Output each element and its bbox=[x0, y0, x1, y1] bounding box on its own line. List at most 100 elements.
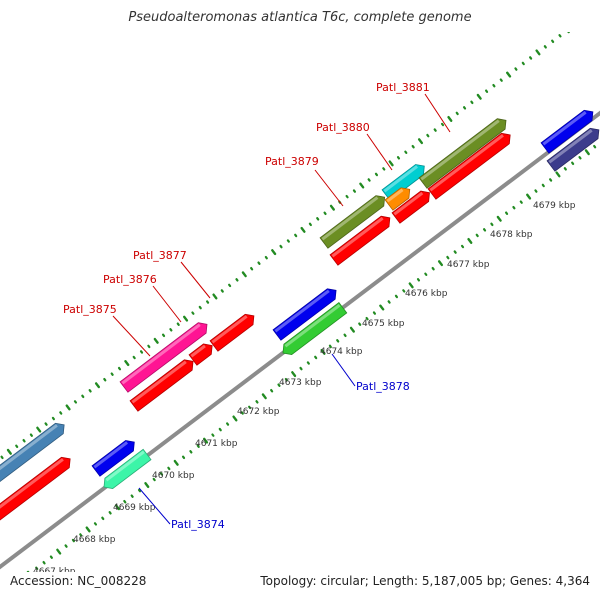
gene-feature[interactable] bbox=[119, 319, 211, 393]
ruler-tick bbox=[51, 416, 55, 421]
kbp-tick-label: 4670 kbp bbox=[152, 471, 195, 481]
gene-feature[interactable] bbox=[129, 356, 197, 412]
kbp-tick-label: 4676 kbp bbox=[405, 289, 448, 299]
ruler-tick bbox=[6, 448, 12, 455]
ruler-tick bbox=[110, 372, 114, 376]
gene-label[interactable]: Patl_3878 bbox=[356, 380, 410, 393]
ruler-tick bbox=[543, 45, 547, 49]
genome-title: Pseudoalteromonas atlantica T6c, complet… bbox=[128, 10, 472, 25]
gene-feature[interactable] bbox=[188, 340, 216, 366]
kbp-tick-label: 4677 kbp bbox=[447, 260, 490, 270]
ruler-tick bbox=[294, 233, 298, 238]
gene-label[interactable]: Patl_3874 bbox=[171, 518, 225, 531]
ruler-tick bbox=[308, 222, 312, 227]
ruler-tick bbox=[359, 182, 365, 189]
ruler-tick bbox=[279, 244, 283, 249]
ruler-tick bbox=[476, 93, 482, 100]
gene-feature[interactable] bbox=[100, 448, 152, 492]
ruler-tick bbox=[29, 433, 33, 437]
ruler-tick bbox=[555, 171, 561, 178]
ruler-tick bbox=[490, 222, 494, 227]
ruler-tick bbox=[81, 394, 85, 399]
gene-feature[interactable] bbox=[0, 454, 74, 536]
feature-layer bbox=[0, 107, 600, 536]
kbp-tick-label: 4667 kbp bbox=[33, 567, 76, 577]
ruler-tick bbox=[291, 371, 297, 378]
ruler-tick bbox=[529, 56, 533, 60]
gene-label[interactable]: Patl_3879 bbox=[265, 155, 319, 168]
ruler-tick bbox=[558, 34, 562, 38]
ruler-tick bbox=[388, 160, 394, 167]
ruler-tick bbox=[79, 533, 83, 537]
ruler-tick bbox=[314, 355, 318, 360]
ruler-tick bbox=[130, 494, 134, 498]
ruler-tick bbox=[300, 226, 306, 233]
gene-feature[interactable] bbox=[91, 437, 138, 477]
ruler-tick bbox=[571, 161, 575, 166]
ruler-tick bbox=[521, 61, 525, 66]
gene-feature[interactable] bbox=[546, 125, 600, 172]
ruler-tick bbox=[286, 239, 290, 243]
ruler-tick bbox=[139, 350, 144, 354]
ruler-tick bbox=[512, 205, 516, 210]
ruler-tick bbox=[343, 333, 347, 338]
ruler-tick bbox=[593, 144, 597, 149]
gene-label[interactable]: Patl_3876 bbox=[103, 273, 157, 286]
gene-feature[interactable] bbox=[0, 420, 68, 502]
ruler-tick bbox=[411, 144, 415, 149]
gene-feature[interactable] bbox=[427, 130, 514, 200]
kbp-tick-label: 4678 kbp bbox=[490, 230, 533, 240]
gene-label[interactable]: Patl_3880 bbox=[316, 121, 370, 134]
ruler-tick bbox=[176, 322, 180, 326]
ruler-tick bbox=[93, 522, 98, 526]
ruler-tick bbox=[492, 83, 496, 88]
ruler-tick bbox=[22, 438, 26, 443]
ruler-tick bbox=[73, 400, 78, 404]
ruler-tick bbox=[328, 344, 332, 349]
ruler-tick bbox=[35, 566, 39, 571]
ruler-tick bbox=[250, 267, 254, 271]
gene-feature[interactable] bbox=[329, 213, 394, 266]
gene-feature[interactable] bbox=[418, 115, 510, 189]
ruler-tick bbox=[261, 393, 267, 400]
ruler-tick bbox=[447, 115, 453, 122]
ruler-tick bbox=[352, 189, 357, 193]
gene-label[interactable]: Patl_3877 bbox=[133, 249, 187, 262]
ruler-tick bbox=[152, 477, 156, 482]
ruler-tick bbox=[211, 433, 215, 437]
gene-label-leader bbox=[180, 261, 211, 299]
ruler-tick bbox=[455, 111, 459, 116]
gene-label[interactable]: Patl_3881 bbox=[376, 81, 430, 94]
gene-feature[interactable] bbox=[209, 311, 258, 352]
ruler-tick bbox=[453, 250, 457, 254]
ruler-tick bbox=[235, 278, 239, 282]
ruler-tick bbox=[114, 504, 121, 511]
gene-label-leader bbox=[112, 315, 151, 357]
ruler-tick bbox=[506, 71, 512, 78]
ruler-tick bbox=[440, 122, 445, 127]
ruler-tick bbox=[417, 138, 424, 145]
gene-feature[interactable] bbox=[391, 187, 433, 224]
gene-feature[interactable] bbox=[384, 184, 414, 211]
gene-feature[interactable] bbox=[279, 302, 348, 359]
ruler-tick bbox=[94, 382, 101, 389]
ruler-tick bbox=[496, 215, 502, 222]
ruler-tick bbox=[416, 278, 421, 282]
gene-feature[interactable] bbox=[319, 192, 388, 249]
ruler-tick bbox=[228, 283, 232, 288]
ruler-tick bbox=[404, 150, 408, 154]
gene-label-leader bbox=[331, 353, 356, 387]
gene-label[interactable]: Patl_3875 bbox=[63, 303, 117, 316]
gene-feature[interactable] bbox=[272, 285, 340, 341]
gene-feature[interactable] bbox=[540, 107, 597, 154]
ruler-tick bbox=[220, 289, 224, 293]
ruler-tick bbox=[181, 455, 186, 460]
ruler-tick bbox=[460, 244, 465, 249]
ruler-tick bbox=[396, 156, 401, 160]
ruler-tick bbox=[514, 67, 518, 71]
ruler-tick bbox=[0, 594, 1, 598]
ruler-tick bbox=[563, 167, 567, 171]
ruler-tick bbox=[284, 377, 288, 382]
